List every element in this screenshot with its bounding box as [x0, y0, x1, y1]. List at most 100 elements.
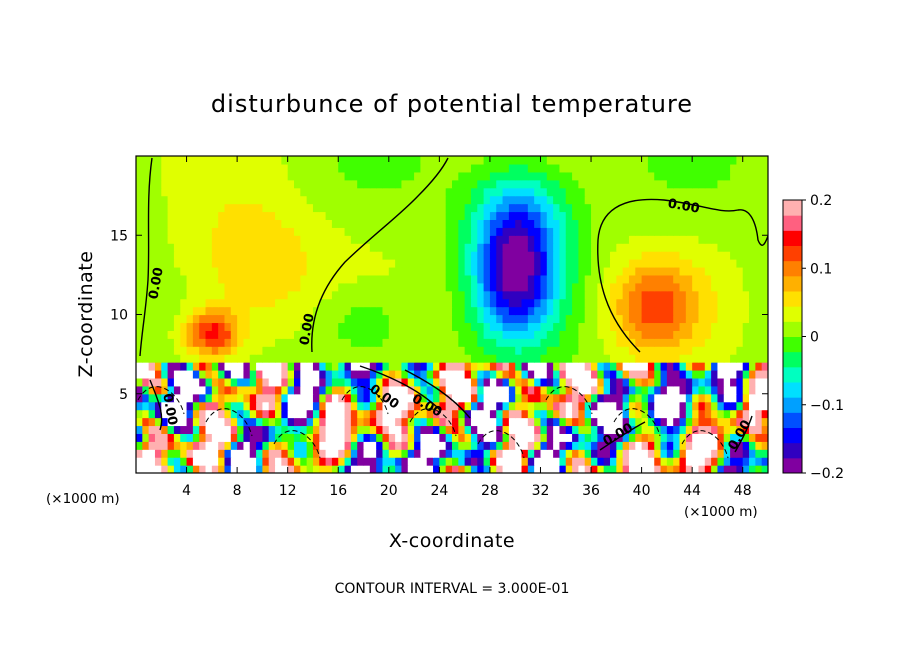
heat-cell	[660, 385, 668, 395]
heat-cell	[452, 163, 459, 173]
heat-cell	[553, 298, 561, 308]
heat-cell	[192, 290, 200, 300]
heat-cell	[483, 219, 491, 228]
heat-cell	[692, 156, 700, 165]
heat-cell	[584, 441, 592, 450]
heat-cell	[761, 409, 768, 419]
heat-cell	[268, 298, 276, 308]
heat-cell	[401, 433, 409, 442]
heat-cell	[211, 369, 219, 379]
heat-cell	[420, 465, 428, 473]
heat-cell	[685, 401, 693, 411]
heat-cell	[439, 338, 447, 347]
heat-cell	[559, 195, 567, 205]
heat-cell	[610, 266, 617, 276]
heat-cell	[572, 274, 579, 284]
heat-cell	[331, 401, 339, 411]
heat-cell	[173, 338, 181, 347]
heat-cell	[761, 227, 768, 236]
heat-cell	[357, 259, 365, 268]
heat-cell	[161, 441, 169, 450]
heat-cell	[243, 251, 251, 260]
heat-cell	[268, 171, 276, 181]
heat-cell	[521, 156, 529, 165]
heat-cell	[521, 227, 529, 236]
heat-cell	[237, 282, 245, 292]
heat-cell	[262, 251, 270, 260]
heat-cell	[344, 171, 352, 181]
heat-cell	[262, 306, 270, 316]
heat-cell	[565, 362, 573, 371]
heat-cell	[445, 441, 453, 450]
heat-cell	[742, 282, 750, 292]
heat-cell	[199, 457, 207, 466]
heat-cell	[414, 282, 421, 292]
heat-cell	[723, 433, 731, 442]
heat-cell	[331, 354, 339, 363]
heat-cell	[565, 156, 573, 165]
heat-cell	[154, 266, 162, 276]
heat-cell	[464, 393, 472, 403]
heat-cell	[369, 425, 377, 434]
heat-cell	[154, 179, 162, 189]
heat-cell	[420, 259, 428, 268]
heat-cell	[395, 330, 403, 339]
heat-cell	[439, 354, 447, 363]
heat-cell	[357, 187, 365, 197]
heat-cell	[369, 259, 377, 268]
heat-cell	[572, 211, 579, 220]
heat-cell	[268, 330, 276, 339]
heat-cell	[502, 203, 510, 213]
heat-cell	[559, 346, 567, 355]
heat-cell	[578, 306, 586, 316]
heat-cell	[363, 322, 371, 331]
heat-cell	[679, 330, 687, 339]
heat-cell	[407, 306, 415, 316]
heat-cell	[161, 377, 169, 387]
heat-cell	[679, 417, 687, 427]
heat-cell	[755, 163, 763, 173]
heat-cell	[711, 282, 719, 292]
heat-cell	[363, 179, 371, 189]
heat-cell	[540, 449, 548, 458]
heat-cell	[452, 179, 459, 189]
heat-cell	[458, 322, 466, 331]
heat-cell	[237, 362, 245, 371]
heat-cell	[540, 362, 548, 371]
heat-cell	[180, 322, 188, 331]
heat-cell	[439, 457, 447, 466]
heat-cell	[211, 385, 219, 395]
heat-cell	[161, 322, 169, 331]
heat-cell	[673, 298, 681, 308]
heat-cell	[136, 282, 143, 292]
heat-cell	[331, 346, 339, 355]
heat-cell	[755, 259, 763, 268]
heat-cell	[755, 156, 763, 165]
heat-cell	[325, 409, 333, 419]
heat-cell	[395, 393, 403, 403]
heat-cell	[154, 259, 162, 268]
heat-cell	[559, 243, 567, 252]
heat-cell	[395, 282, 403, 292]
heat-cell	[262, 354, 270, 363]
heat-cell	[635, 425, 643, 434]
heat-cell	[218, 274, 226, 284]
heat-cell	[641, 163, 649, 173]
heat-cell	[407, 219, 415, 228]
heat-cell	[382, 187, 390, 197]
heat-cell	[534, 433, 542, 442]
heat-cell	[142, 338, 150, 347]
heat-cell	[616, 425, 624, 434]
heat-cell	[616, 156, 624, 165]
heat-cell	[256, 298, 263, 308]
heat-cell	[439, 441, 447, 450]
x-tick-label: 12	[279, 483, 297, 499]
heat-cell	[199, 385, 207, 395]
heat-cell	[730, 235, 737, 244]
heat-cell	[521, 290, 529, 300]
heat-cell	[312, 417, 320, 427]
heat-cell	[382, 266, 390, 276]
contour-line-dashed	[273, 430, 321, 459]
heat-cell	[433, 235, 440, 244]
